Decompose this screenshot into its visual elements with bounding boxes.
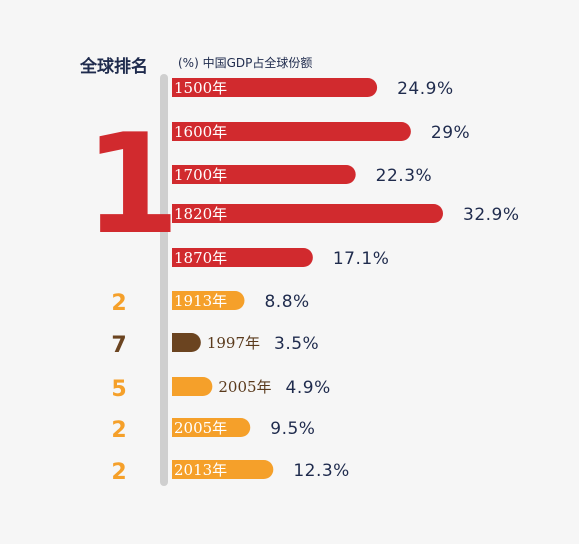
rank-label-7: 5 <box>111 377 126 402</box>
bar-left-cap-0 <box>172 78 182 97</box>
bar-left-cap-1 <box>172 122 182 141</box>
bar-value-label-9: 12.3% <box>293 461 350 481</box>
bar-value-label-3: 32.9% <box>463 205 520 225</box>
vertical-axis-line <box>160 74 168 486</box>
bar-left-cap-3 <box>172 204 182 223</box>
rank-label-5: 2 <box>111 291 126 316</box>
bar-left-cap-8 <box>172 418 182 437</box>
bar-value-label-1: 29% <box>431 123 470 143</box>
bar-category-label-8: 2005年 <box>174 419 227 437</box>
bar-value-label-8: 9.5% <box>270 419 315 439</box>
bar-value-label-7: 4.9% <box>286 378 331 398</box>
bar-left-cap-9 <box>172 460 182 479</box>
bar-left-cap-7 <box>172 377 182 396</box>
bar-value-label-5: 8.8% <box>264 292 309 312</box>
bar-category-label-1: 1600年 <box>174 123 227 141</box>
bar-category-label-4: 1870年 <box>174 249 227 267</box>
bar-9 <box>172 460 274 479</box>
bar-category-label-5: 1913年 <box>174 292 227 310</box>
bar-category-label-9: 2013年 <box>174 461 227 479</box>
bar-value-label-2: 22.3% <box>376 166 433 186</box>
rank-label-6: 7 <box>111 333 126 358</box>
bar-left-cap-5 <box>172 291 182 310</box>
rank-column-header: 全球排名 <box>80 57 148 77</box>
bar-category-label-3: 1820年 <box>174 205 227 223</box>
bar-7 <box>172 377 213 396</box>
bar-3 <box>172 204 443 223</box>
share-axis-header: (%) 中国GDP占全球份额 <box>178 56 313 70</box>
bar-1 <box>172 122 411 141</box>
bar-category-label-7: 2005年 <box>218 378 271 396</box>
bar-value-label-0: 24.9% <box>397 79 454 99</box>
bar-value-label-6: 3.5% <box>274 334 319 354</box>
bar-category-label-2: 1700年 <box>174 166 227 184</box>
bar-left-cap-6 <box>172 333 182 352</box>
rank-group-label: 1 <box>84 104 180 265</box>
bar-5 <box>172 291 245 310</box>
bar-0 <box>172 78 378 97</box>
rank-label-8: 2 <box>111 418 126 443</box>
bar-category-label-0: 1500年 <box>174 79 227 97</box>
bar-8 <box>172 418 251 437</box>
bar-value-label-4: 17.1% <box>333 249 390 269</box>
bar-category-label-6: 1997年 <box>207 334 260 352</box>
bar-4 <box>172 248 313 267</box>
bar-left-cap-2 <box>172 165 182 184</box>
bar-left-cap-4 <box>172 248 182 267</box>
bar-2 <box>172 165 356 184</box>
rank-label-9: 2 <box>111 460 126 485</box>
